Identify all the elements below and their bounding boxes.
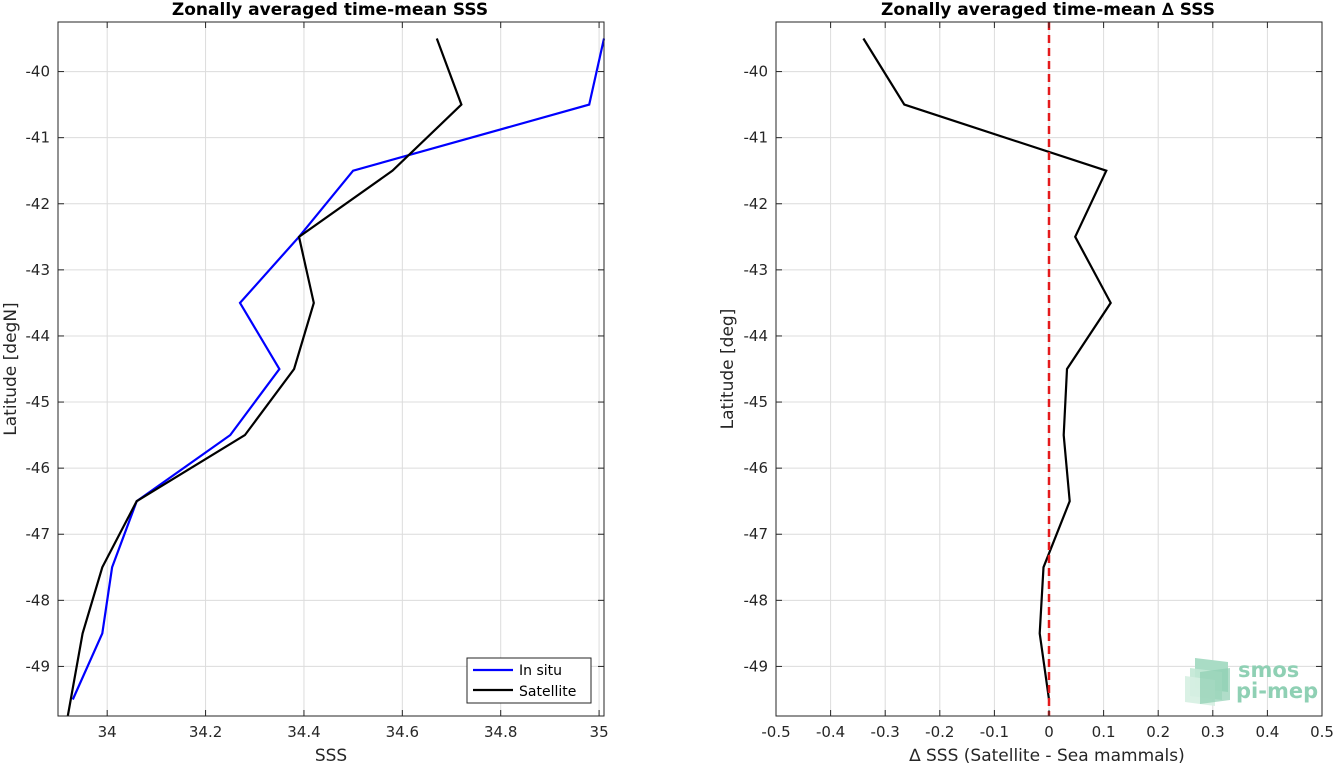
tick-labels: 34 34.2 34.4 34.6 34.8 35 -40 -41 -42 -43 -44 -45 -4… <box>26 63 609 741</box>
sss-panel: 34 34.2 34.4 34.6 34.8 35 -40 -41 -42 -43 -44 -45 -4… <box>1 0 609 765</box>
x-tick-label: -0.3 <box>871 723 900 741</box>
y-tick-label: -46 <box>744 459 769 477</box>
y-tick-label: -41 <box>26 129 51 147</box>
y-tick-label: -48 <box>744 591 769 609</box>
legend-box <box>466 657 592 704</box>
x-tick-label: 0.5 <box>1310 723 1333 741</box>
y-tick-label: -45 <box>744 393 769 411</box>
x-tick-label: -0.1 <box>980 723 1009 741</box>
logo-text-smos: smos <box>1238 658 1299 682</box>
y-tick-label: -47 <box>744 525 769 543</box>
y-tick-label: -40 <box>744 63 769 81</box>
y-tick-label: -43 <box>26 261 51 279</box>
x-tick-label: 34 <box>98 723 117 741</box>
series-line-satellite <box>66 38 463 717</box>
data-lines <box>66 38 606 717</box>
y-tick-label: -40 <box>26 63 51 81</box>
y-tick-label: -49 <box>26 657 51 675</box>
legend-label-in-situ: In situ <box>519 663 562 679</box>
x-tick-label: -0.4 <box>816 723 845 741</box>
y-tick-label: -48 <box>26 591 51 609</box>
y-tick-label: -41 <box>744 129 769 147</box>
x-tick-label: 0 <box>1044 723 1054 741</box>
x-tick-label: 35 <box>590 723 609 741</box>
plot-area <box>58 22 604 716</box>
y-tick-label: -44 <box>26 327 51 345</box>
smos-pi-mep-logo: smos pi-mep <box>1185 658 1318 706</box>
x-tick-label: 0.3 <box>1201 723 1225 741</box>
y-tick-label: -49 <box>744 657 769 675</box>
series-line-delta-sss <box>862 37 1112 700</box>
logo-text-pi-mep: pi-mep <box>1236 679 1318 703</box>
tick-marks <box>58 22 604 716</box>
x-tick-label: 34.8 <box>484 723 517 741</box>
x-tick-label: 0.2 <box>1146 723 1170 741</box>
legend-label-satellite: Satellite <box>519 684 576 700</box>
tick-marks <box>775 22 1323 716</box>
data-lines <box>862 22 1112 716</box>
chart-title: Zonally averaged time-mean SSS <box>172 0 488 20</box>
y-tick-label: -45 <box>26 393 51 411</box>
x-tick-label: 0.1 <box>1092 723 1116 741</box>
x-tick-label: 34.6 <box>386 723 419 741</box>
y-tick-label: -46 <box>26 459 51 477</box>
y-tick-label: -43 <box>744 261 769 279</box>
x-axis-label: ∆ SSS (Satellite - Sea mammals) <box>908 746 1185 765</box>
x-tick-label: 34.2 <box>189 723 222 741</box>
y-tick-label: -44 <box>744 327 769 345</box>
x-axis-label: SSS <box>315 746 347 765</box>
y-tick-label: -42 <box>26 195 51 213</box>
y-axis-label: Latitude [deg] <box>718 309 738 430</box>
legend: In situ Satellite <box>466 657 592 704</box>
logo-mark-icon <box>1185 658 1230 706</box>
tick-labels: -0.5 -0.4 -0.3 -0.2 -0.1 0 0.1 0.2 0.3 0.4 0.5 -40 -… <box>744 63 1333 741</box>
y-axis-label: Latitude [degN] <box>1 302 21 435</box>
x-tick-label: -0.5 <box>761 723 790 741</box>
x-tick-label: 34.4 <box>287 723 320 741</box>
y-tick-label: -47 <box>26 525 51 543</box>
x-tick-label: -0.2 <box>925 723 954 741</box>
x-tick-label: 0.4 <box>1255 723 1279 741</box>
series-line-in-situ <box>71 38 606 700</box>
chart-title: Zonally averaged time-mean ∆ SSS <box>881 0 1215 20</box>
y-tick-label: -42 <box>744 195 769 213</box>
delta-sss-panel: -0.5 -0.4 -0.3 -0.2 -0.1 0 0.1 0.2 0.3 0.4 0.5 -40 -… <box>718 0 1333 765</box>
axes-box <box>57 21 605 717</box>
